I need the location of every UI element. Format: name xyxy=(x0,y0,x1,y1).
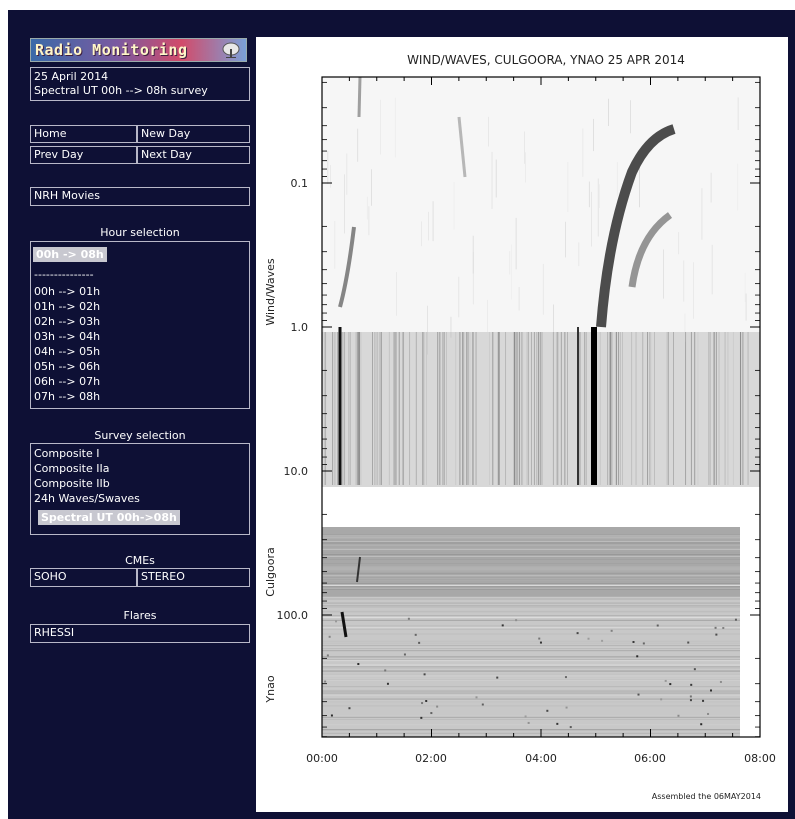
spectrogram-image: WIND/WAVES, CULGOORA, YNAO 25 APR 2014 xyxy=(264,53,776,801)
hour-item-01-02[interactable]: 01h --> 02h xyxy=(34,300,101,313)
hour-item-02-03[interactable]: 02h --> 03h xyxy=(34,315,101,328)
stereo-link[interactable]: STEREO xyxy=(137,568,250,587)
hour-item-06-07[interactable]: 06h --> 07h xyxy=(34,375,101,388)
x-tick-label-06: 06:00 xyxy=(634,752,666,765)
survey-selected[interactable]: Spectral UT 00h->08h xyxy=(38,510,180,525)
y-tick-label-0.1: 0.1 xyxy=(291,177,309,190)
survey-item-composite-iia[interactable]: Composite IIa xyxy=(34,462,110,475)
new-day-link[interactable]: New Day xyxy=(137,125,250,143)
prev-day-link[interactable]: Prev Day xyxy=(30,146,137,164)
plot-axes xyxy=(321,76,761,738)
y-tick-label-100.0: 100.0 xyxy=(277,609,309,622)
rhessi-link[interactable]: RHESSI xyxy=(30,624,250,643)
hour-item-00-01[interactable]: 00h --> 01h xyxy=(34,285,101,298)
hour-item-07-08[interactable]: 07h --> 08h xyxy=(34,390,101,403)
nrh-movies-link[interactable]: NRH Movies xyxy=(30,187,250,206)
sidebar: Radio Monitoring 25 April 2014 Spectral … xyxy=(25,22,255,812)
hour-selection-heading: Hour selection xyxy=(100,226,180,239)
spectrogram-panel: WIND/WAVES, CULGOORA, YNAO 25 APR 2014 xyxy=(256,37,788,812)
survey-item-24h-waves[interactable]: 24h Waves/Swaves xyxy=(34,492,140,505)
survey-selection-box: Composite I Composite IIa Composite IIb … xyxy=(30,443,250,535)
x-tick-label-00: 00:00 xyxy=(306,752,338,765)
date-info-box: 25 April 2014 Spectral UT 00h --> 08h su… xyxy=(30,67,250,101)
x-tick-label-08: 08:00 xyxy=(744,752,776,765)
y-axis-ticks xyxy=(322,81,760,738)
home-link[interactable]: Home xyxy=(30,125,137,143)
radio-monitoring-logo[interactable]: Radio Monitoring xyxy=(30,38,247,62)
survey-item-composite-iib[interactable]: Composite IIb xyxy=(34,477,110,490)
wind-waves-panel xyxy=(321,76,760,487)
panel-label-wind-waves: Wind/Waves xyxy=(264,258,277,326)
flares-heading: Flares xyxy=(123,609,157,622)
plot-title: WIND/WAVES, CULGOORA, YNAO 25 APR 2014 xyxy=(407,53,685,67)
x-axis-ticks xyxy=(321,77,761,737)
hour-item-03-04[interactable]: 03h --> 04h xyxy=(34,330,101,343)
cmes-heading: CMEs xyxy=(125,554,155,567)
next-day-link[interactable]: Next Day xyxy=(137,146,250,164)
hour-separator: --------------- xyxy=(34,268,94,281)
survey-selection-heading: Survey selection xyxy=(94,429,186,442)
hour-selected[interactable]: 00h -> 08h xyxy=(33,247,107,262)
assembled-footer: Assembled the 06MAY2014 xyxy=(652,792,761,801)
hour-item-04-05[interactable]: 04h --> 05h xyxy=(34,345,101,358)
x-tick-label-04: 04:00 xyxy=(525,752,557,765)
culgoora-panel xyxy=(322,527,740,737)
x-tick-label-02: 02:00 xyxy=(415,752,447,765)
hour-item-05-06[interactable]: 05h --> 06h xyxy=(34,360,101,373)
antenna-icon xyxy=(222,42,240,58)
date-line: 25 April 2014 xyxy=(34,70,109,83)
soho-link[interactable]: SOHO xyxy=(30,568,137,587)
y-tick-label-1.0: 1.0 xyxy=(291,321,309,334)
survey-item-composite-i[interactable]: Composite I xyxy=(34,447,100,460)
survey-line: Spectral UT 00h --> 08h survey xyxy=(34,84,208,97)
panel-label-culgoora: Culgoora xyxy=(264,547,277,596)
panel-label-ynao: Ynao xyxy=(264,675,277,703)
hour-selection-box: 00h -> 08h --------------- 00h --> 01h 0… xyxy=(30,241,250,409)
logo-text: Radio Monitoring xyxy=(35,41,188,59)
y-tick-label-10.0: 10.0 xyxy=(284,465,309,478)
